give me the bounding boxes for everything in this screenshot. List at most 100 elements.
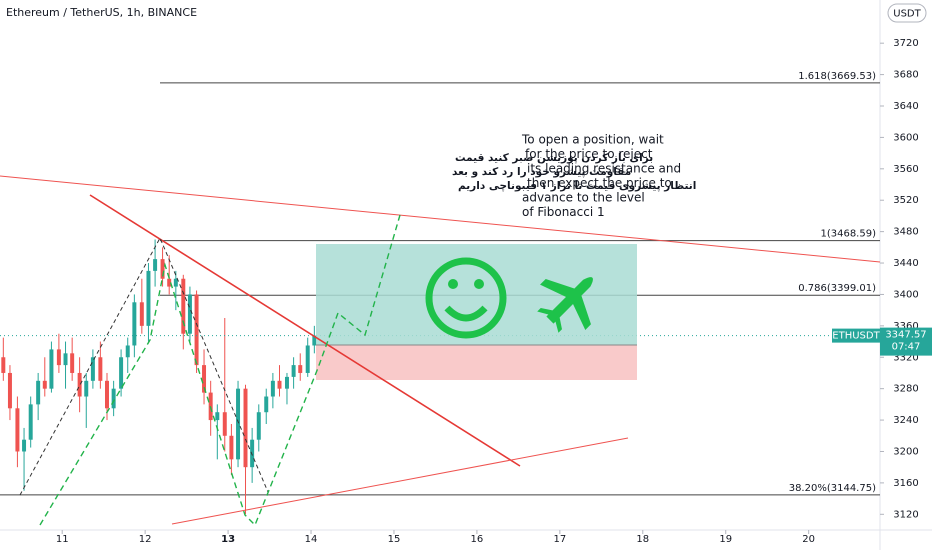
candle-body (222, 412, 227, 436)
x-tick-label: 14 (305, 534, 318, 545)
candle-body (1, 357, 6, 373)
x-tick-label: 19 (719, 534, 732, 545)
x-tick-label: 17 (553, 534, 566, 545)
candle-body (215, 412, 220, 421)
trend-line (0, 175, 881, 263)
candle-body (28, 404, 33, 440)
candle-body (111, 388, 116, 409)
currency-badge[interactable] (887, 3, 927, 23)
candle-body (229, 435, 234, 460)
countdown-label: 07:47 (892, 342, 921, 353)
note-line: then expect the price to (527, 176, 672, 190)
fib-level-label: 1(3468.59) (820, 229, 876, 240)
candle-body (36, 380, 41, 405)
note-line: برای باز کردن پوزیشن صبر کنید قیمت (455, 152, 653, 164)
y-tick-label: 3480 (893, 227, 918, 238)
candle-body (63, 353, 68, 366)
plane-icon (537, 277, 593, 333)
candle-body (70, 353, 75, 373)
candle-body (194, 294, 199, 366)
stop-zone (316, 345, 637, 380)
x-tick-label: 13 (221, 534, 235, 545)
note-line: To open a position, wait (521, 133, 664, 147)
candle-body (90, 357, 95, 381)
candle-body (49, 349, 54, 389)
smiley-eye (448, 279, 458, 289)
note-line: انتظار پیشروی قیمت تا تراز ۱ فیبوناچی دا… (458, 180, 696, 192)
candle-body (42, 380, 47, 389)
candle-body (15, 408, 20, 452)
x-tick-label: 11 (56, 534, 69, 545)
x-tick-label: 15 (388, 534, 401, 545)
y-tick-label: 3200 (893, 446, 918, 457)
y-tick-label: 3440 (893, 258, 918, 269)
candle-body (256, 412, 261, 440)
candle-body (181, 278, 186, 334)
candle-body (291, 365, 296, 377)
symbol-label: ETHUSDT (832, 331, 880, 342)
candle-body (236, 388, 241, 460)
y-tick-label: 3240 (893, 415, 918, 426)
note-line: of Fibonacci 1 (522, 205, 605, 219)
chart-title: Ethereum / TetherUS, 1h, BINANCE (6, 6, 197, 19)
candle-body (284, 376, 289, 389)
candle-body (153, 259, 158, 271)
y-tick-label: 3560 (893, 164, 918, 175)
zigzag (19, 236, 269, 496)
candle-body (139, 302, 144, 326)
candle-body (167, 278, 172, 287)
y-tick-label: 3160 (893, 478, 918, 489)
candle-body (277, 380, 282, 389)
candle-body (56, 349, 61, 366)
candle-body (119, 357, 124, 389)
y-tick-label: 3320 (893, 352, 918, 363)
y-tick-label: 3360 (893, 321, 918, 332)
candle-body (105, 380, 109, 409)
fib-level-label: 38.20%(3144.75) (789, 483, 876, 494)
candle-body (202, 365, 207, 393)
currency-label: USDT (893, 9, 921, 20)
candle-body (125, 345, 130, 358)
candle-body (312, 335, 317, 346)
smiley-icon (425, 257, 507, 339)
candle-body (243, 388, 248, 468)
y-tick-label: 3520 (893, 195, 918, 206)
y-tick-label: 3600 (893, 132, 918, 143)
fib-level-label: 0.786(3399.01) (798, 283, 876, 294)
candle-body (160, 259, 165, 279)
persian-note: برای باز کردن پوزیشن صبر کنید قیمت مقاومت… (452, 152, 696, 192)
candle-body (305, 345, 310, 373)
candle-body (98, 357, 103, 381)
path-projection (39, 214, 401, 527)
candle-body (77, 372, 82, 397)
note-line: مقاومت پیشرو خود را رد کند و بعد (452, 166, 631, 178)
y-tick-label: 3120 (893, 509, 918, 520)
candle-body (22, 439, 27, 452)
x-tick-label: 18 (636, 534, 649, 545)
candle-body (173, 278, 178, 287)
fib-level-label: 1.618(3669.53) (798, 71, 876, 82)
y-tick-label: 3640 (893, 101, 918, 112)
note-line: advance to the level (522, 191, 645, 205)
x-tick-label: 20 (802, 534, 815, 545)
x-tick-label: 12 (139, 534, 152, 545)
y-tick-label: 3680 (893, 70, 918, 81)
note-line: its leading resistance and (527, 162, 681, 176)
trend-line (89, 194, 521, 467)
smiley-eye (474, 279, 484, 289)
candle-body (146, 270, 151, 326)
price-badge (880, 327, 932, 356)
candle-body (298, 365, 303, 373)
y-tick-label: 3720 (893, 38, 918, 49)
candle-body (187, 294, 192, 334)
candle-body (132, 302, 137, 346)
symbol-badge (832, 328, 880, 343)
price-label: 3347.57 (885, 330, 926, 341)
y-tick-label: 3400 (893, 289, 918, 300)
candle-body (270, 380, 275, 397)
candle-body (264, 396, 269, 413)
x-tick-label: 16 (471, 534, 484, 545)
note-line: for the price to reject (525, 147, 653, 161)
